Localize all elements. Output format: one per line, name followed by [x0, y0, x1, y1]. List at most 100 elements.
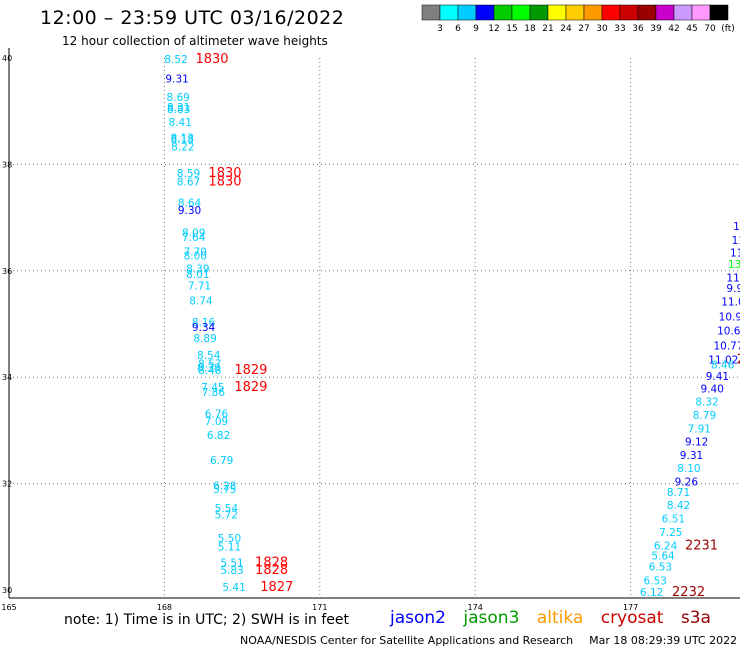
- color-scale-label: 21: [542, 24, 553, 34]
- wave-height-label: 8.00: [184, 250, 207, 262]
- lon-tick-label: 165: [1, 603, 16, 612]
- color-scale-label: 15: [506, 24, 517, 34]
- wave-height-label: 8.42: [667, 500, 690, 512]
- wave-height-label: 10.77: [713, 340, 740, 352]
- color-scale-label: 39: [650, 24, 662, 34]
- wave-height-label: 7.91: [688, 423, 711, 435]
- wave-height-label: 8.46: [711, 359, 735, 371]
- lat-tick-label: 32: [2, 480, 12, 489]
- legend-s3a: s3a: [680, 608, 711, 628]
- wave-height-label: 8.18: [171, 134, 194, 146]
- lat-tick-label: 40: [2, 54, 12, 63]
- lon-tick-label: 168: [157, 603, 172, 612]
- color-scale-label: 18: [524, 24, 536, 34]
- units-note: note: 1) Time is in UTC; 2) SWH is in fe…: [64, 612, 350, 628]
- wave-height-label: 11.01: [721, 297, 740, 309]
- wave-height-label: 7.71: [188, 281, 211, 293]
- wave-height-label: 8.39: [186, 264, 209, 276]
- wave-height-label: 8.83: [167, 104, 190, 116]
- credit-org: NOAA/NESDIS Center for Satellite Applica…: [240, 634, 574, 647]
- wave-height-label: 6.51: [662, 514, 685, 526]
- color-scale-label: 42: [668, 24, 679, 34]
- legend-jason3: jason3: [463, 608, 520, 628]
- wave-height-label: 5.75: [213, 484, 236, 496]
- pass-time-label: 1828: [255, 555, 288, 570]
- wave-height-label: 9.94: [726, 283, 740, 295]
- wave-height-label: 6.53: [644, 575, 667, 587]
- wave-height-label: 6.53: [649, 562, 672, 574]
- wave-height-label: 8.69: [166, 92, 189, 104]
- wave-height-label: 7.09: [205, 416, 228, 428]
- color-scale-label: 3: [437, 24, 443, 34]
- credit-line: NOAA/NESDIS Center for Satellite Applica…: [240, 634, 737, 647]
- page-title: 12:00 – 23:59 UTC 03/16/2022: [40, 7, 345, 29]
- wave-height-label: 8.74: [189, 296, 213, 308]
- wave-height-label: 8.59: [177, 168, 200, 180]
- color-scale-label: 70: [704, 24, 716, 34]
- wave-height-label: 6.28: [213, 481, 236, 493]
- wave-height-label: 5.11: [218, 541, 241, 553]
- color-scale-label: 12: [488, 24, 499, 34]
- wave-height-label: 8.54: [197, 350, 221, 362]
- wave-height-label: 8.32: [695, 397, 718, 409]
- wave-height-label: 9.40: [701, 383, 724, 395]
- wave-height-label: 9.12: [685, 437, 708, 449]
- wave-height-label: 8.13: [171, 132, 194, 144]
- wave-height-label: 8.31: [167, 102, 190, 114]
- pass-time-label: 1829: [234, 380, 267, 395]
- wave-height-label: 8.57: [198, 358, 221, 370]
- wave-height-label: 9.30: [178, 205, 201, 217]
- legend-altika: altika: [536, 608, 584, 628]
- wave-height-label: 5.41: [222, 582, 245, 594]
- wave-height-label: 11: [733, 221, 740, 233]
- wave-height-label: 9.41: [706, 371, 729, 383]
- color-scale-label: 24: [560, 24, 572, 34]
- wave-height-label: 6.12: [640, 587, 663, 599]
- wave-height-label: 6.76: [205, 408, 229, 420]
- pass-time-label: 1829: [234, 363, 267, 378]
- color-scale-label: 30: [596, 24, 608, 34]
- color-scale-label: 27: [578, 24, 589, 34]
- wave-height-label: 8.01: [186, 269, 209, 281]
- wave-height-label: 5.50: [218, 533, 241, 545]
- lat-tick-label: 38: [2, 160, 12, 169]
- wave-height-label: 11: [732, 235, 740, 247]
- pass-time-label: 1830: [195, 52, 228, 67]
- wave-height-label: 9.31: [165, 74, 188, 86]
- wave-height-label: 9.26: [675, 476, 699, 488]
- lat-tick-label: 30: [2, 586, 12, 595]
- color-scale-label: (ft): [721, 24, 735, 34]
- color-scale-label: 6: [455, 24, 461, 34]
- pass-time-label: 1827: [260, 580, 293, 595]
- wave-height-label: 8.10: [677, 463, 700, 475]
- wave-height-label: 8.52: [164, 54, 187, 66]
- wave-height-label: 7.86: [202, 387, 226, 399]
- satellite-legend: jason2 jason3 altika cryosat s3a: [390, 608, 711, 628]
- wave-height-label: 8.16: [192, 317, 216, 329]
- wave-height-label: 8.79: [693, 410, 716, 422]
- legend-jason2: jason2: [390, 608, 446, 628]
- lon-tick-label: 174: [468, 603, 483, 612]
- color-scale-label: 45: [686, 24, 697, 34]
- wave-height-label: 8.09: [182, 227, 205, 239]
- lon-tick-label: 177: [623, 603, 638, 612]
- lat-tick-label: 34: [2, 373, 12, 382]
- wave-height-label: 8.89: [193, 333, 216, 345]
- pass-time-label: 2: [737, 353, 740, 368]
- generated-timestamp: Mar 18 08:29:39 UTC 2022: [589, 634, 738, 647]
- wave-height-label: 8.41: [169, 117, 192, 129]
- wave-height-label: 8.71: [667, 487, 690, 499]
- wave-height-label: 9.31: [680, 450, 703, 462]
- legend-cryosat: cryosat: [600, 608, 664, 628]
- wave-height-label: 10.93: [719, 312, 740, 324]
- wave-height-label: 11.: [730, 248, 740, 260]
- pass-time-label: 1830: [208, 166, 241, 181]
- wave-height-label: 7.70: [184, 247, 207, 259]
- color-scale-label: 9: [473, 24, 479, 34]
- color-scale-label: 33: [614, 24, 625, 34]
- lat-tick-label: 36: [2, 267, 12, 276]
- wave-height-label: 5.72: [215, 509, 238, 521]
- wave-height-label: 8.22: [171, 141, 194, 153]
- wave-height-label: 10.61: [717, 325, 740, 337]
